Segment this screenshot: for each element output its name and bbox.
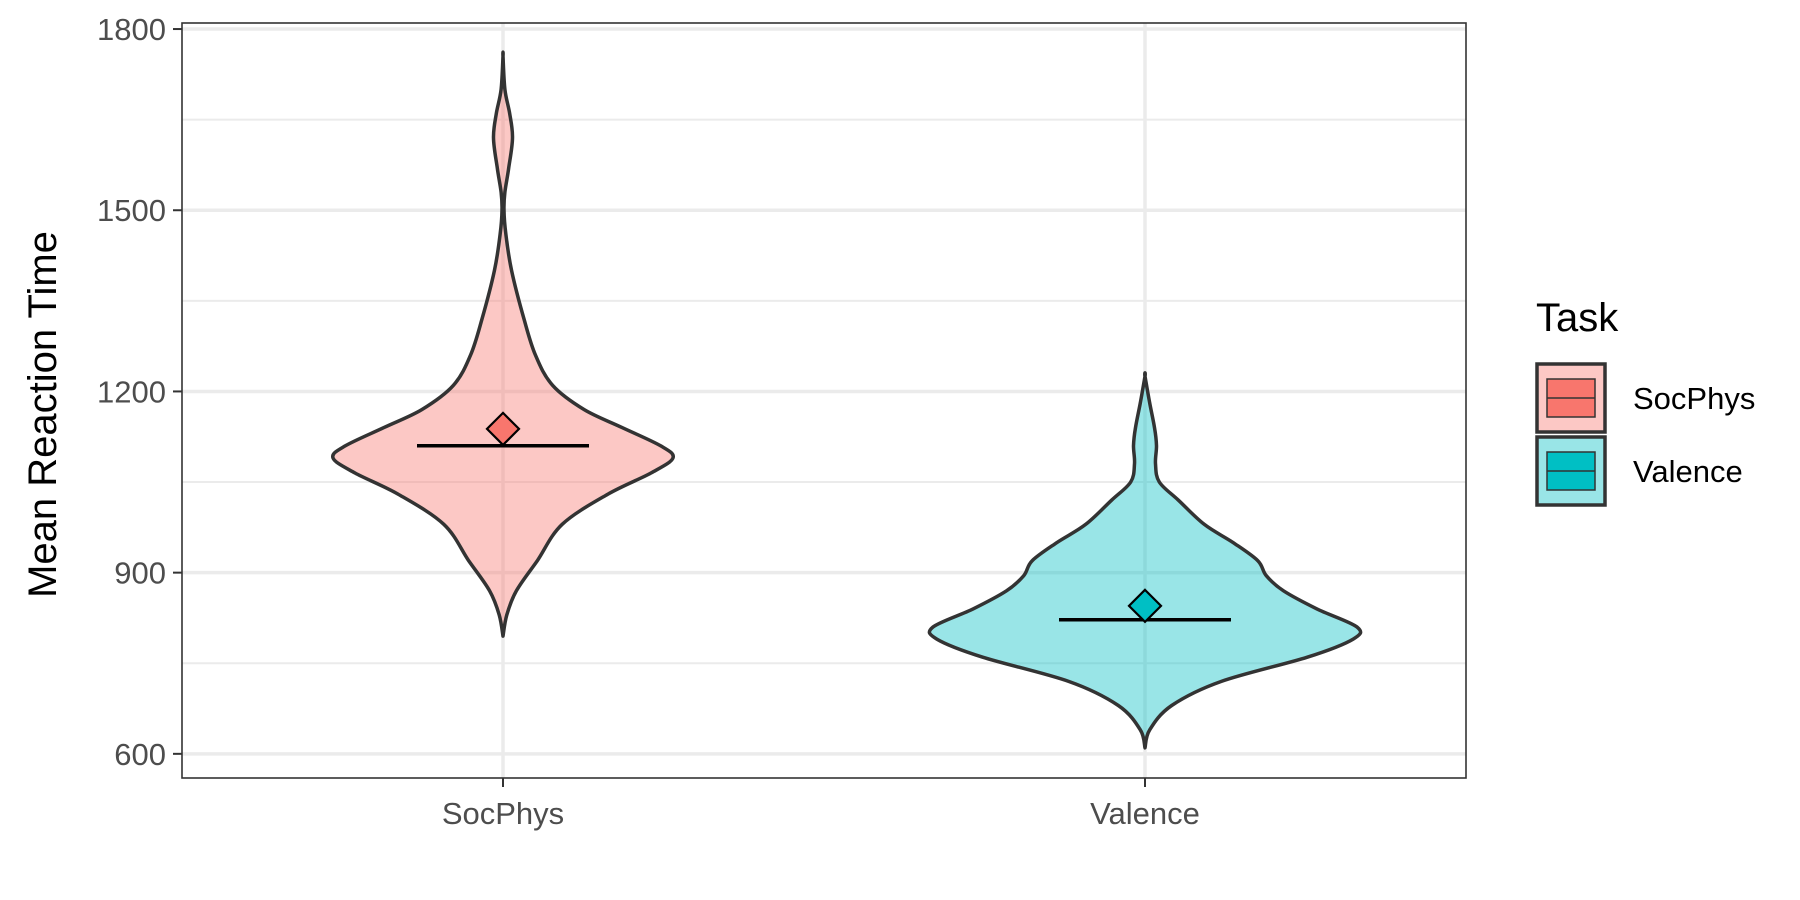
- y-axis-title: Mean Reaction Time: [21, 231, 65, 598]
- violins: [331, 50, 1363, 750]
- legend-items: SocPhys Valence: [1535, 362, 1755, 507]
- y-tick-label: 1200: [97, 374, 166, 409]
- violin-socphys: [331, 50, 675, 638]
- x-tick-label: SocPhys: [442, 796, 564, 831]
- x-tick-label: Valence: [1090, 796, 1200, 831]
- violin-valence: [927, 371, 1363, 750]
- legend-title: Task: [1536, 296, 1619, 340]
- y-axis: 600 900 1200 1500 1800: [97, 12, 182, 772]
- y-tick-label: 900: [114, 556, 166, 591]
- minor-gridlines: [182, 118, 1466, 665]
- y-tick-label: 1500: [97, 193, 166, 228]
- legend-label: SocPhys: [1633, 381, 1755, 416]
- mean-marker-socphys: [485, 411, 521, 447]
- x-axis: SocPhys Valence: [442, 778, 1200, 831]
- major-gridlines: [182, 23, 1466, 778]
- y-tick-label: 1800: [97, 12, 166, 47]
- y-tick-label: 600: [114, 737, 166, 772]
- legend-label: Valence: [1633, 454, 1743, 489]
- panel-border: [181, 22, 1467, 779]
- mean-marker-valence: [1127, 588, 1163, 624]
- legend: Task SocPhys Valence: [1535, 296, 1755, 507]
